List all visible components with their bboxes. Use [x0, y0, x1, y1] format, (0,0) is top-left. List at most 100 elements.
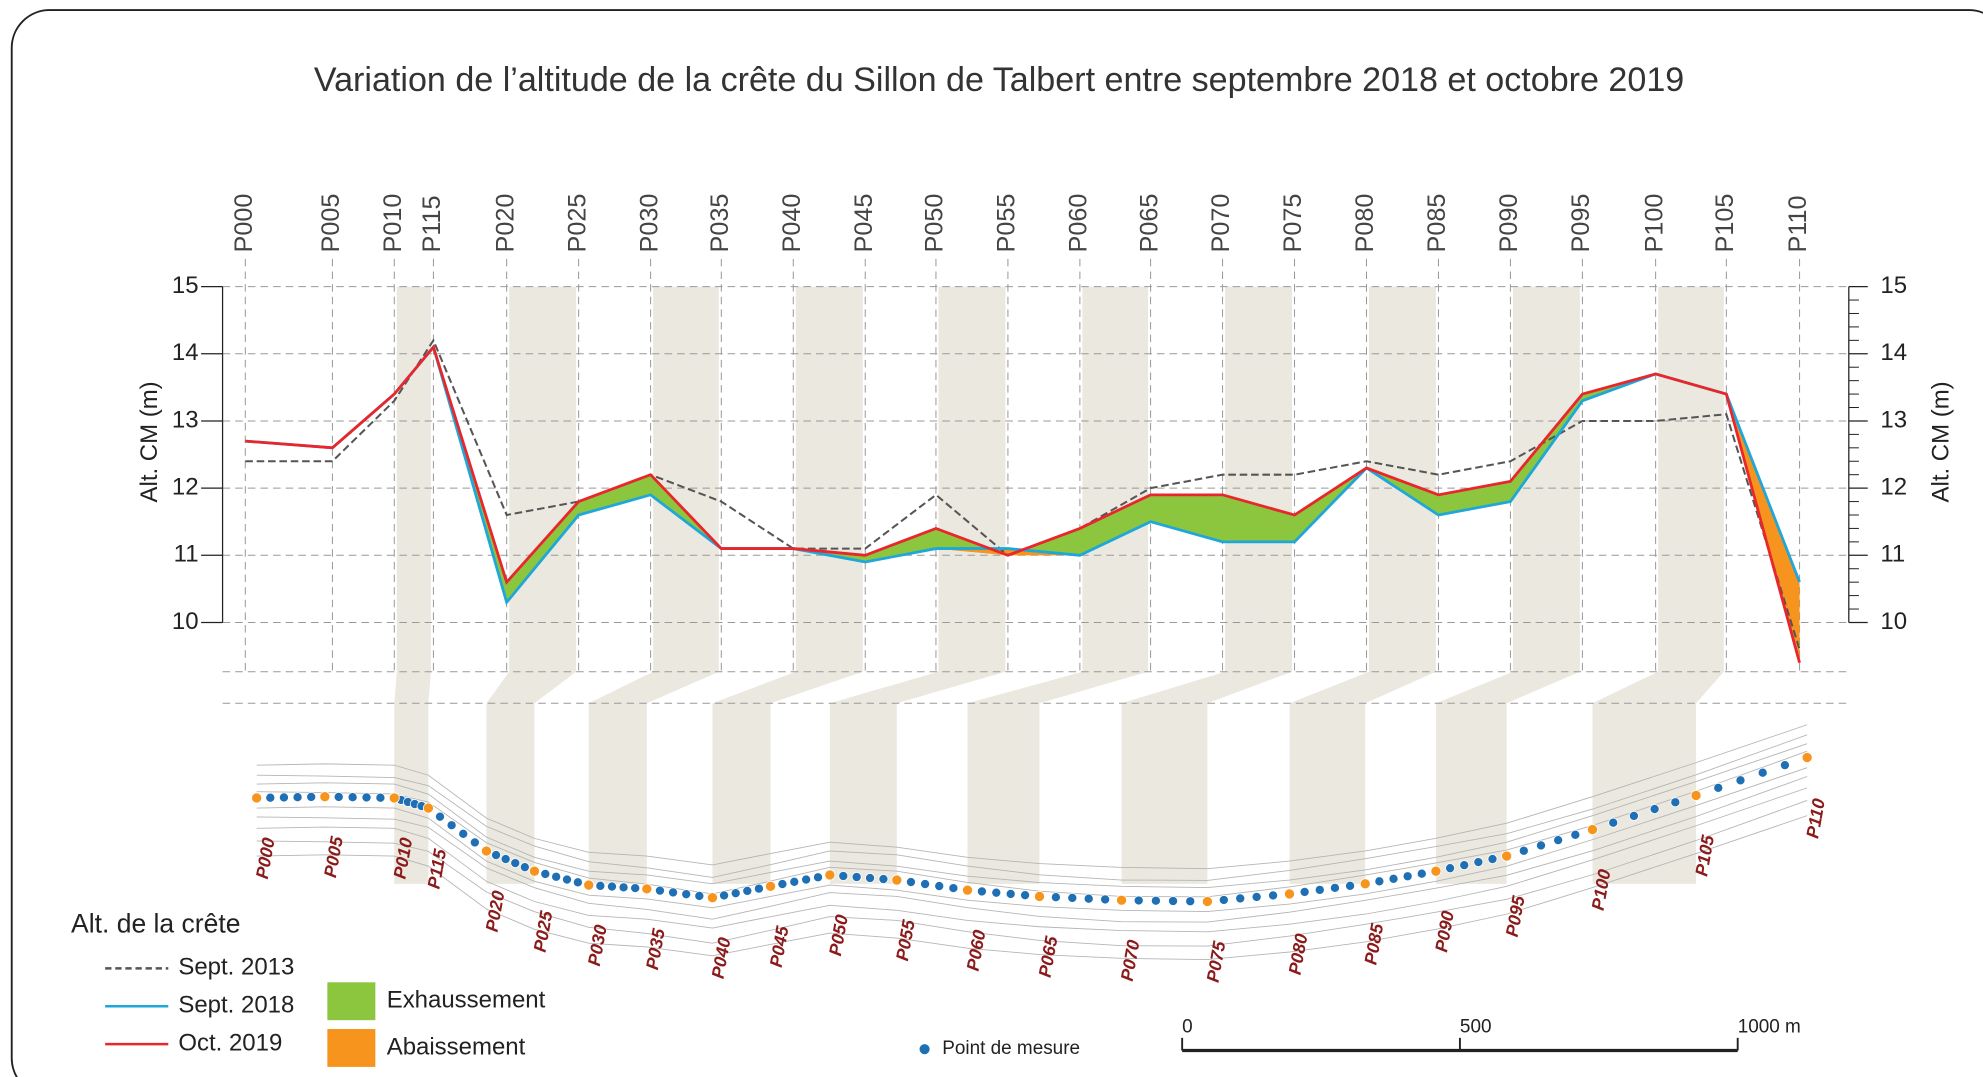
measure-point [630, 883, 641, 894]
measure-point [562, 874, 572, 885]
x-tick-label: P030 [635, 194, 663, 253]
measure-point [976, 886, 987, 897]
measure-point [1713, 782, 1724, 793]
measure-point [1553, 835, 1564, 846]
measure-point [265, 792, 276, 803]
measure-point [1374, 876, 1385, 887]
measure-point [618, 882, 629, 893]
profile-point [765, 880, 776, 892]
contour [256, 734, 1808, 881]
profile-point [1034, 891, 1045, 902]
measure-point [1005, 888, 1016, 899]
measure-point [694, 891, 705, 901]
measure-point [1649, 804, 1660, 814]
measure-point [934, 881, 945, 892]
legend-label: Exhaussement [387, 987, 546, 1014]
measure-point [1100, 894, 1111, 905]
y-axis-label: Alt. CM (m) [136, 381, 163, 502]
profile-point [641, 883, 653, 895]
profile-point [1116, 894, 1127, 906]
measure-point [1133, 895, 1144, 906]
band [486, 286, 577, 884]
y-tick-label: 15 [172, 272, 199, 299]
measure-point [948, 883, 959, 894]
measure-point [1235, 893, 1246, 904]
band [829, 286, 1006, 884]
x-tick-label: P005 [317, 194, 345, 253]
measure-point [851, 872, 862, 882]
measure-point [1268, 890, 1278, 901]
profile-point [319, 791, 331, 803]
y2-tick-label: 14 [1880, 339, 1907, 366]
measure-point [1518, 845, 1529, 856]
point-legend-label: Point de mesure [942, 1038, 1080, 1059]
x-tick-label: P020 [491, 194, 519, 253]
measure-point [279, 792, 289, 803]
measure-point [1402, 871, 1413, 882]
measure-point [1330, 882, 1340, 893]
measure-point [1735, 775, 1746, 786]
band [394, 286, 431, 884]
measure-point [655, 885, 665, 896]
band [1121, 286, 1292, 884]
legend-title: Alt. de la crête [71, 908, 240, 938]
measure-point [789, 876, 800, 887]
measure-point [1445, 863, 1456, 874]
profile-point [481, 845, 492, 857]
measure-point [595, 880, 606, 891]
band [967, 286, 1149, 884]
measure-point [1168, 896, 1178, 906]
point-legend-marker [919, 1044, 930, 1055]
x-tick-label: P090 [1495, 194, 1523, 253]
x-tick-label: P105 [1711, 194, 1739, 253]
measure-point [1050, 892, 1061, 903]
measure-point [777, 879, 788, 889]
y-tick-label: 14 [172, 339, 199, 366]
x-tick-label: P080 [1351, 194, 1379, 253]
profile-point [422, 802, 434, 814]
measure-point [1608, 817, 1619, 828]
measure-point [1185, 896, 1196, 907]
measure-point [1487, 854, 1498, 864]
x-tick-label: P050 [921, 194, 949, 253]
chart-title: Variation de l’altitude de la crête du S… [314, 61, 1684, 99]
profile-point [1359, 878, 1371, 890]
profile-point [707, 892, 718, 904]
measure-point [1628, 810, 1639, 821]
measure-point [1314, 884, 1325, 895]
plot [245, 338, 1801, 664]
measure-point [435, 811, 445, 822]
x-tick-label: P110 [1784, 195, 1812, 252]
x-tick-label: P010 [379, 194, 407, 253]
band [588, 286, 719, 884]
measure-point [719, 890, 730, 901]
x-tick-label: P035 [706, 194, 734, 253]
measure-point [361, 792, 372, 803]
measure-point [730, 888, 741, 899]
profile-point [962, 884, 973, 896]
legend-swatch [327, 982, 376, 1021]
scale-label: 1000 m [1738, 1017, 1801, 1038]
y-tick-label: 11 [174, 541, 199, 568]
measure-point [1779, 760, 1790, 771]
band [1289, 286, 1436, 884]
measure-point [1473, 857, 1484, 868]
scale-label: 0 [1182, 1017, 1193, 1038]
legend-swatch [327, 1029, 376, 1067]
series-line [245, 344, 1801, 664]
profile-point [1801, 752, 1813, 763]
measure-point [292, 792, 303, 803]
measure-point [838, 871, 849, 881]
measure-point [668, 887, 678, 898]
measure-point [865, 873, 875, 883]
measure-point [681, 889, 692, 900]
measure-point [742, 885, 753, 896]
x-tick-label: P085 [1423, 194, 1451, 253]
profile-point [1690, 790, 1702, 801]
measure-point [500, 854, 511, 864]
x-tick-label: P060 [1065, 194, 1093, 253]
y2-axis-label: Alt. CM (m) [1928, 381, 1955, 502]
band [1435, 286, 1580, 884]
